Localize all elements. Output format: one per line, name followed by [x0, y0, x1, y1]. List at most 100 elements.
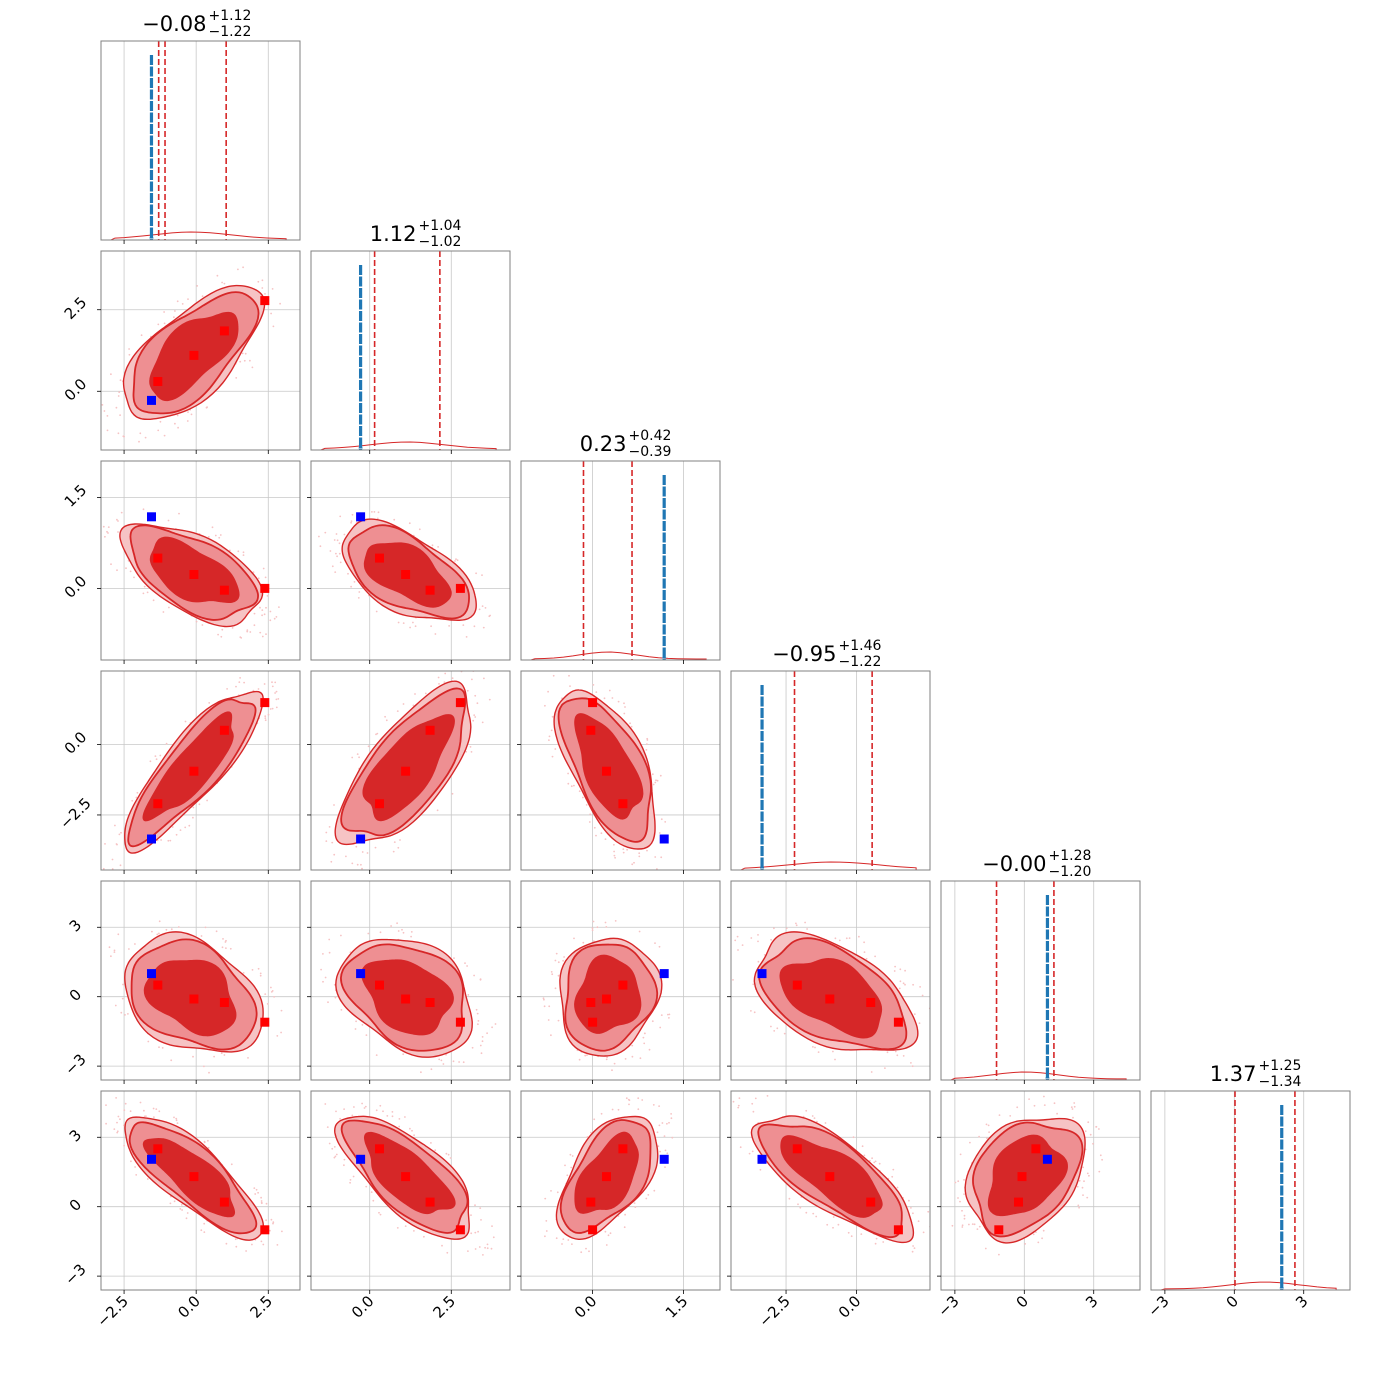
sample-point [224, 941, 227, 943]
sample-point [158, 932, 160, 935]
sample-point [732, 979, 734, 981]
sample-point [266, 1003, 269, 1005]
sample-point [1070, 1106, 1073, 1109]
sample-point [613, 843, 615, 846]
sample-point [482, 626, 485, 629]
sample-point [384, 715, 386, 718]
sample-point [757, 940, 759, 943]
sample-point [759, 1168, 762, 1171]
sample-point [192, 806, 195, 809]
sample-point [269, 610, 272, 613]
sample-point [578, 790, 581, 793]
sample-point [234, 1238, 237, 1241]
sample-point [961, 1224, 964, 1227]
sample-point [243, 681, 246, 684]
sample-point [614, 920, 617, 922]
sample-point [878, 1162, 881, 1165]
sample-point [262, 1243, 265, 1246]
sample-point [324, 531, 327, 534]
sample-point [124, 1102, 127, 1105]
sample-point [177, 426, 179, 429]
sample-point [1053, 1102, 1056, 1105]
sample-point [159, 754, 162, 757]
sample-point [623, 702, 625, 705]
sample-point [834, 1058, 836, 1061]
sample-point [637, 1108, 640, 1111]
sample-point [737, 1106, 740, 1109]
sample-point [147, 1040, 150, 1043]
sample-point [453, 957, 455, 959]
sample-point [375, 1054, 378, 1056]
sample-point [455, 558, 457, 561]
sample-point [869, 1159, 871, 1162]
sample-point [908, 1199, 910, 1202]
contour-panel-4-0: −3 0 3 [61, 880, 301, 1084]
sample-point [951, 1224, 954, 1227]
sample-point [648, 1048, 651, 1051]
sample-point [639, 1057, 642, 1060]
sample-point [423, 1235, 425, 1238]
sample-point [139, 432, 142, 435]
sample-point [133, 576, 135, 579]
sample-point [225, 947, 227, 949]
sample-point [757, 960, 760, 963]
y-tick-label: 0.0 [61, 375, 91, 405]
sample-point [237, 268, 239, 271]
sample-point [658, 945, 661, 948]
sample-point [334, 1155, 337, 1158]
sample-point [222, 938, 224, 940]
sample-point [902, 1055, 905, 1057]
sample-point [1084, 1130, 1087, 1133]
sample-point [253, 612, 256, 615]
marker-red-0 [375, 980, 384, 990]
y-tick-label: −3 [61, 1050, 89, 1078]
sample-point [773, 1030, 776, 1032]
sample-point [257, 280, 260, 283]
sample-point [187, 298, 189, 300]
sample-point [333, 1156, 336, 1159]
marker-blue [147, 1154, 156, 1164]
sample-point [281, 1230, 283, 1233]
sample-point [1071, 1108, 1074, 1110]
sample-point [181, 1209, 183, 1211]
sample-point [260, 1200, 263, 1202]
sample-point [158, 1046, 160, 1049]
sample-point [254, 1193, 257, 1195]
sample-point [249, 359, 251, 362]
sample-point [748, 1152, 751, 1155]
sample-point [275, 690, 278, 693]
marker-red-1 [401, 570, 411, 579]
axes-frame [310, 670, 511, 871]
sample-point [586, 1054, 588, 1056]
marker-red-0 [792, 1144, 802, 1154]
marker-red-0 [618, 799, 628, 809]
sample-point [451, 677, 454, 680]
marker-red-3 [455, 1017, 465, 1027]
sample-point [860, 1233, 863, 1235]
sample-point [959, 1200, 961, 1203]
sample-point [329, 550, 332, 552]
sample-point [617, 700, 620, 703]
sample-point [573, 937, 575, 940]
sample-point [961, 1226, 964, 1228]
sample-point [656, 1131, 659, 1134]
sample-point [184, 720, 187, 723]
sample-point [409, 1127, 411, 1130]
sample-point [117, 1115, 120, 1118]
panel-title-0: −0.08 +1.12−1.22 [142, 8, 251, 40]
sample-point [399, 839, 401, 841]
sample-point [401, 928, 403, 931]
sample-point [335, 1110, 337, 1113]
sample-point [613, 850, 615, 853]
sample-point [261, 279, 264, 282]
sample-point [158, 920, 161, 923]
sample-point [116, 518, 118, 521]
sample-point [168, 606, 170, 609]
sample-point [609, 1232, 612, 1235]
sample-point [845, 937, 848, 940]
sample-point [242, 551, 245, 554]
sample-point [107, 526, 110, 528]
sample-point [480, 1219, 482, 1221]
marker-red-3 [260, 296, 270, 306]
marker-red-3 [588, 1017, 598, 1027]
